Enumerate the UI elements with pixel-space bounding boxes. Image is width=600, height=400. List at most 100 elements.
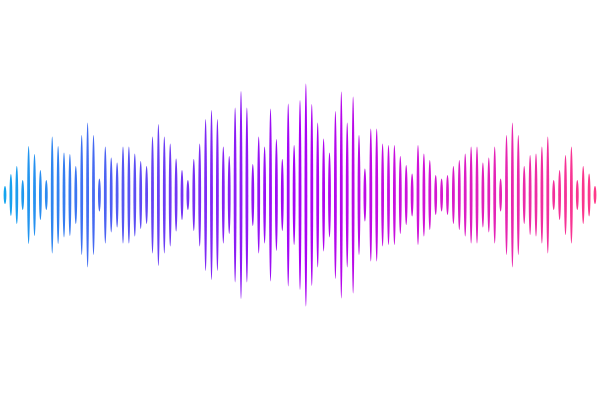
- waveform-bar: [21, 180, 25, 210]
- waveform-bar: [493, 146, 497, 244]
- waveform-bar: [475, 146, 479, 244]
- waveform-bar: [528, 155, 532, 235]
- waveform-bar: [269, 108, 272, 282]
- waveform-bar: [210, 110, 213, 280]
- waveform-bar: [151, 136, 154, 254]
- waveform-bar: [9, 174, 13, 216]
- waveform-bar: [440, 178, 443, 212]
- waveform-bar: [446, 175, 449, 215]
- waveform-bar: [216, 119, 219, 271]
- waveform-bar: [298, 100, 302, 290]
- waveform-bar: [511, 122, 514, 268]
- waveform-bar: [62, 152, 66, 238]
- waveform-bar: [233, 107, 237, 283]
- waveform-bar: [103, 146, 107, 244]
- waveform-bar: [552, 180, 556, 210]
- waveform-bar: [570, 146, 573, 244]
- waveform-bar: [68, 154, 72, 236]
- waveform-bar: [534, 153, 538, 237]
- waveform-bar: [546, 136, 550, 254]
- waveform-bar: [39, 170, 42, 220]
- waveform-bar: [499, 178, 502, 212]
- waveform-bar: [434, 175, 438, 215]
- waveform-bar: [516, 135, 520, 255]
- waveform-bar: [109, 157, 113, 233]
- waveform-bar: [245, 107, 249, 283]
- waveform-bar: [428, 160, 432, 230]
- waveform-bar: [221, 146, 225, 244]
- waveform-bar: [74, 166, 78, 224]
- waveform-bar: [27, 146, 30, 244]
- waveform-bar: [280, 159, 284, 231]
- waveform-bar: [227, 156, 231, 234]
- waveform-bar: [186, 180, 190, 210]
- waveform-bar: [310, 104, 314, 286]
- waveform-bar: [257, 136, 261, 254]
- waveform-bar: [416, 145, 420, 245]
- waveform-bar: [127, 146, 131, 244]
- waveform-bar: [387, 145, 390, 245]
- waveform-bar: [251, 164, 255, 226]
- waveform-bar: [558, 170, 561, 220]
- waveform-bar: [80, 135, 84, 255]
- waveform-bar: [168, 143, 172, 247]
- waveform-bar: [404, 165, 408, 225]
- waveform-bar: [86, 122, 89, 268]
- waveform-bar: [239, 91, 243, 299]
- waveform-bar: [56, 146, 60, 244]
- waveform-bar: [50, 136, 54, 254]
- waveform-bar: [180, 170, 184, 220]
- waveform-bar: [328, 152, 331, 238]
- waveform-bar: [381, 143, 384, 247]
- waveform-bar: [334, 111, 337, 279]
- waveform-bar: [351, 96, 355, 294]
- waveform-bar: [393, 145, 396, 245]
- waveform-bar: [522, 166, 526, 224]
- waveform-bar: [157, 124, 160, 266]
- waveform-bar: [581, 166, 585, 224]
- waveform-bar: [469, 146, 473, 244]
- waveform-bar: [452, 166, 455, 224]
- waveform-bar: [174, 158, 178, 232]
- waveform-bar: [593, 186, 597, 204]
- waveform-bar: [286, 103, 290, 287]
- waveform-bar: [198, 143, 202, 247]
- waveform-bar: [44, 180, 48, 210]
- waveform-bar: [457, 160, 461, 230]
- waveform-bar: [487, 157, 491, 233]
- waveform-bar: [139, 161, 143, 229]
- waveform-bar: [540, 146, 544, 244]
- waveform-bar: [345, 122, 349, 268]
- waveform-bar: [575, 180, 579, 210]
- waveform-bar: [145, 166, 149, 224]
- waveform-bar: [3, 186, 7, 204]
- waveform-bar: [481, 162, 485, 228]
- waveform-bar: [505, 135, 508, 255]
- waveform-bar: [357, 135, 361, 255]
- waveform-bar: [263, 146, 266, 244]
- waveform-bar: [322, 138, 325, 252]
- waveform-bar: [316, 122, 320, 268]
- waveform-bar: [375, 128, 379, 262]
- waveform-bar: [463, 153, 467, 237]
- waveform-bar: [92, 135, 95, 255]
- waveform-bar: [121, 146, 125, 244]
- waveform-bar: [162, 136, 166, 254]
- waveform-bar: [15, 166, 19, 224]
- waveform-bar: [398, 156, 402, 234]
- waveform-bar: [98, 178, 101, 212]
- waveform-bar: [133, 153, 137, 237]
- waveform-bar: [304, 83, 308, 307]
- waveform-bar: [115, 162, 119, 228]
- waveform-bar: [339, 91, 343, 299]
- waveform-bar: [422, 153, 426, 237]
- waveform-bar: [363, 168, 367, 222]
- waveform-bar: [369, 128, 373, 262]
- waveform-bars: [3, 83, 597, 307]
- waveform-bar: [292, 145, 296, 245]
- waveform-bar: [275, 139, 278, 251]
- waveform-bar: [33, 154, 36, 236]
- waveform-bar: [204, 119, 208, 271]
- waveform-bar: [192, 159, 196, 231]
